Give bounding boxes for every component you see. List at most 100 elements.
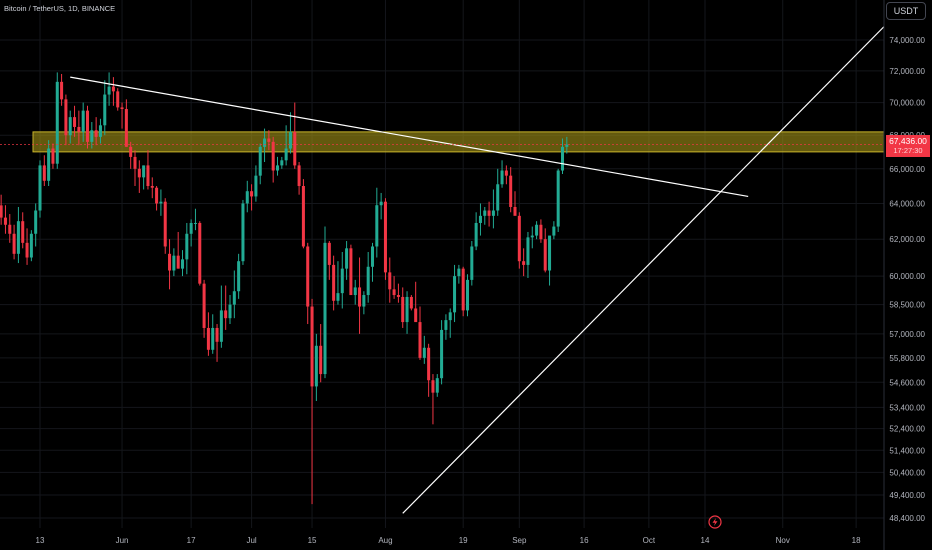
candle <box>81 102 85 142</box>
candle-body <box>12 233 16 254</box>
candle <box>275 156 280 176</box>
candle-body <box>142 165 146 178</box>
candle-body <box>487 210 491 216</box>
candle <box>206 312 210 356</box>
candle-body <box>440 329 444 379</box>
candle <box>263 128 267 163</box>
candle-body <box>500 170 504 185</box>
candle-body <box>47 148 51 181</box>
candle-body <box>3 217 7 225</box>
candle <box>202 279 206 338</box>
candle-body <box>314 345 318 387</box>
candle <box>219 285 223 348</box>
candle <box>306 242 310 325</box>
candle <box>159 189 163 216</box>
candle-body <box>8 224 12 234</box>
candle <box>543 228 547 273</box>
candle <box>215 324 219 362</box>
candle <box>73 105 77 137</box>
candle <box>94 117 98 146</box>
candle <box>383 198 387 280</box>
candle-body <box>159 201 163 204</box>
candle-body <box>176 255 180 269</box>
price-axis[interactable]: 74,000.0072,000.0070,000.0068,000.0066,0… <box>889 36 925 523</box>
candle <box>509 167 513 213</box>
candle-body <box>422 347 426 358</box>
candle-body <box>73 117 77 127</box>
candle-body <box>68 117 72 136</box>
resistance-zone-layer <box>32 131 885 153</box>
candle <box>560 138 565 174</box>
candle-body <box>297 165 301 186</box>
candle <box>548 235 552 286</box>
candle-body <box>103 94 107 126</box>
candle-body <box>0 205 3 218</box>
candle-body <box>116 91 120 108</box>
candle-body <box>353 287 357 296</box>
candle-body <box>301 185 305 247</box>
candle-body <box>38 165 42 211</box>
candle <box>405 291 409 334</box>
candle-body <box>306 246 310 307</box>
candle-body <box>250 191 254 197</box>
candle <box>552 221 556 240</box>
candle <box>16 206 20 264</box>
candle <box>111 77 115 106</box>
candle <box>487 201 491 227</box>
candle-body <box>280 160 284 166</box>
candle-body <box>513 206 517 216</box>
candle-body <box>474 222 478 247</box>
time-tick-label: 14 <box>701 536 710 545</box>
candle <box>448 308 452 338</box>
candle <box>42 155 46 186</box>
candle <box>224 285 228 330</box>
candle <box>565 136 569 154</box>
lightning-icon[interactable] <box>708 515 722 529</box>
candle <box>189 219 193 247</box>
candle <box>379 192 383 220</box>
candle <box>409 295 413 311</box>
candle-body <box>552 226 556 236</box>
candle <box>90 122 94 149</box>
candle-body <box>267 138 271 142</box>
candle <box>500 160 504 188</box>
candle-body <box>284 148 288 161</box>
candle <box>431 374 435 425</box>
price-tick-label: 66,000.00 <box>889 165 925 174</box>
candle <box>440 320 444 385</box>
candle <box>198 221 202 286</box>
candle-body <box>543 239 547 271</box>
time-tick-label: 15 <box>308 536 317 545</box>
candle <box>98 118 102 144</box>
candle-body <box>168 253 172 271</box>
trendline[interactable] <box>70 76 749 198</box>
candle <box>77 110 81 146</box>
candle-body <box>517 215 521 262</box>
candle <box>336 261 340 305</box>
candle <box>362 291 366 315</box>
time-tick-label: 13 <box>36 536 45 545</box>
candle <box>232 270 236 319</box>
price-tick-label: 50,400.00 <box>889 468 925 477</box>
candle-body <box>263 138 267 147</box>
candle-body <box>358 287 362 307</box>
candle <box>526 231 530 278</box>
candle-body <box>245 191 249 204</box>
price-tick-label: 74,000.00 <box>889 36 925 45</box>
candle-body <box>133 156 137 169</box>
candle-body <box>319 345 323 375</box>
currency-button[interactable]: USDT <box>886 2 926 20</box>
candle-body <box>323 242 327 375</box>
candle-body <box>560 146 565 171</box>
trendline[interactable] <box>402 154 758 514</box>
price-tick-label: 51,400.00 <box>889 446 925 455</box>
candle-body <box>388 272 392 290</box>
candle-body <box>211 327 215 350</box>
time-axis[interactable]: 13 Jun 17 Jul 15 Aug 19 Sep 16 Oct 14 Nov 18 <box>36 536 862 545</box>
candle-body <box>332 264 336 301</box>
resistance-zone[interactable] <box>32 131 885 153</box>
candle-body <box>448 312 452 321</box>
candle <box>288 112 292 154</box>
candle <box>129 141 133 169</box>
